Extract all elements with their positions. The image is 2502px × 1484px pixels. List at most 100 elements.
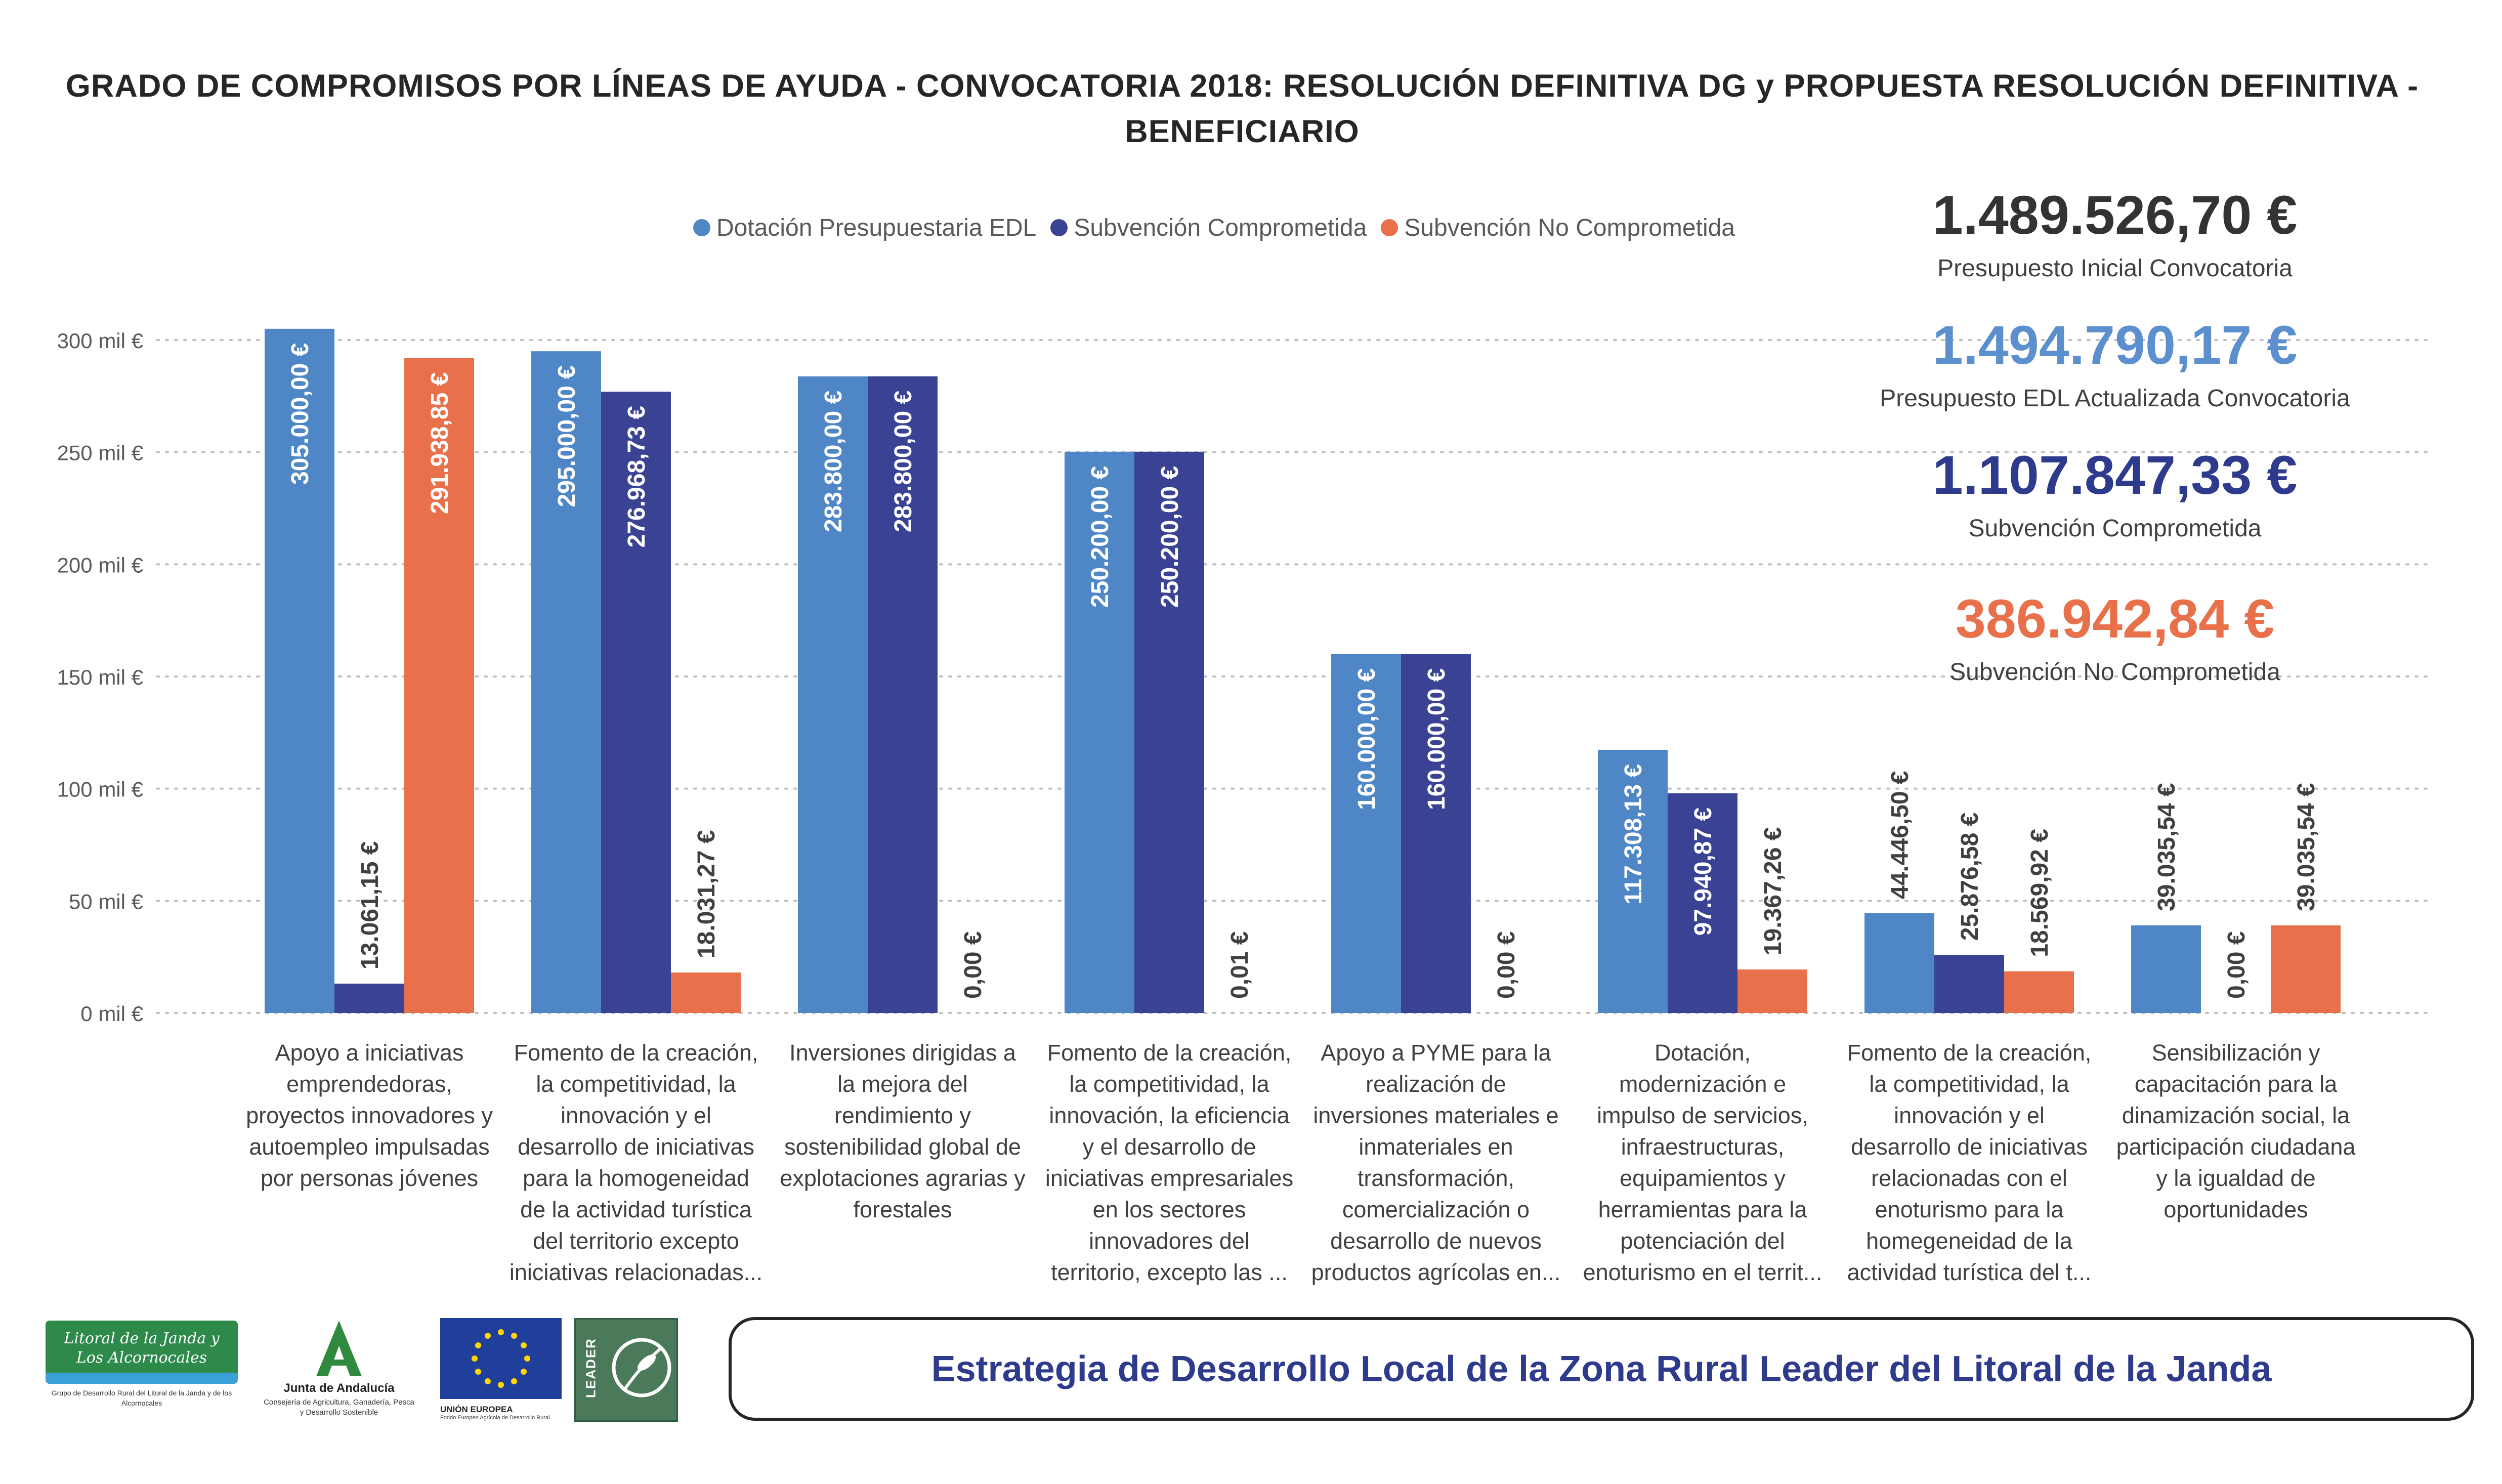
legend-item-dotacion: Dotación Presupuestaria EDL <box>693 214 1036 242</box>
summary-presupuesto-inicial: 1.489.526,70 € Presupuesto Inicial Convo… <box>1842 182 2388 285</box>
summary-value: 1.107.847,33 € <box>1932 444 2298 505</box>
category-label-line: innovadores del <box>1089 1228 1250 1254</box>
bar-chart: 0 mil € 50 mil € 100 mil € 150 mil € 200 mil… <box>57 328 2430 1026</box>
summary-value: 1.494.790,17 € <box>1932 314 2298 375</box>
eu-star-icon <box>511 1378 517 1385</box>
bar <box>1934 955 2004 1013</box>
junta-caption: Consejería de Agricultura, Ganadería, Pe… <box>264 1398 414 1417</box>
bar <box>2271 925 2341 1013</box>
category-label-line: inmateriales en <box>1359 1134 1513 1160</box>
junta-andalucia-logo: Junta de Andalucía Consejería de Agricul… <box>263 1318 415 1424</box>
summary-value: 386.942,84 € <box>1955 588 2275 649</box>
category-label-line: infraestructuras, <box>1621 1134 1785 1160</box>
junta-andalucia-icon <box>316 1321 362 1376</box>
category-label-line: Dotación, <box>1654 1040 1751 1066</box>
summary-label: Subvención No Comprometida <box>1949 659 2280 686</box>
legend-swatch-no-comprometida <box>1381 219 1398 236</box>
legend-swatch-comprometida <box>1050 219 1068 236</box>
category-label-line: por personas jóvenes <box>260 1165 479 1191</box>
data-label: 25.876,58 € <box>1957 813 1983 941</box>
data-label: 18.569,92 € <box>2026 829 2053 957</box>
footer-text: Estrategia de Desarrollo Local de la Zon… <box>931 1348 2272 1389</box>
category-label-line: relacionadas con el <box>1871 1165 2067 1191</box>
data-label: 160.000,00 € <box>1423 668 1450 810</box>
category-label-line: la competitividad, la <box>1069 1071 1269 1097</box>
summary-label: Presupuesto EDL Actualizada Convocatoria <box>1880 385 2350 412</box>
data-label: 0,00 € <box>1493 931 1520 999</box>
bar <box>1134 451 1204 1013</box>
category-label-line: Fomento de la creación, <box>1047 1040 1292 1066</box>
eu-star-icon <box>524 1355 530 1362</box>
data-label: 39.035,54 € <box>2153 783 2180 911</box>
category-label-line: Fomento de la creación, <box>1847 1040 2092 1066</box>
bar <box>868 376 938 1013</box>
y-tick-label: 200 mil € <box>57 553 143 577</box>
wave-icon <box>46 1373 238 1384</box>
category-label-line: y el desarrollo de <box>1082 1134 1256 1160</box>
category-label-line: forestales <box>853 1197 952 1222</box>
data-label: 305.000,00 € <box>287 343 314 485</box>
litoral-logo-caption: Grupo de Desarrollo Rural del Litoral de… <box>51 1389 232 1407</box>
category-label: Dotación, modernización e impulso de servi… <box>1574 1037 1832 1288</box>
category-label-line: Apoyo a PYME para la <box>1321 1040 1551 1066</box>
category-label-line: transformación, <box>1357 1165 1515 1191</box>
bar <box>531 351 601 1013</box>
category-label-line: modernización e <box>1619 1071 1787 1097</box>
summary-value: 1.489.526,70 € <box>1932 184 2298 245</box>
data-label: 18.031,27 € <box>693 830 720 958</box>
eu-caption: Fondo Europeo Agrícola de Desarrollo Rur… <box>440 1415 550 1421</box>
y-tick-label: 100 mil € <box>57 778 143 801</box>
bar <box>1401 654 1471 1013</box>
bar <box>404 358 474 1013</box>
category-label-line: herramientas para la <box>1598 1197 1807 1222</box>
category-label-line: inversiones materiales e <box>1313 1103 1559 1128</box>
bar <box>1864 913 1934 1013</box>
bar <box>334 984 404 1013</box>
summary-no-comprometida: 386.942,84 € Subvención No Comprometida <box>1842 586 2388 689</box>
litoral-logo-line2: Los Alcornocales <box>76 1349 207 1367</box>
category-label-line: la competitividad, la <box>1869 1071 2069 1097</box>
eu-star-icon <box>485 1332 491 1339</box>
category-label: Fomento de la creación, la competitividad… <box>1040 1037 1298 1288</box>
data-label: 276.968,73 € <box>623 406 650 547</box>
bar <box>601 392 671 1013</box>
category-label: Fomento de la creación, la competitividad… <box>1840 1037 2098 1288</box>
category-label-line: impulso de servicios, <box>1597 1103 1808 1128</box>
category-label-line: dinamización social, la <box>2122 1103 2350 1128</box>
category-label-line: capacitación para la <box>2134 1071 2338 1097</box>
category-label-line: de la actividad turística <box>520 1197 752 1222</box>
bar <box>265 328 334 1013</box>
category-label-line: participación ciudadana <box>2116 1134 2356 1160</box>
litoral-logo-line1: Litoral de la Janda y <box>64 1330 220 1347</box>
category-label-line: actividad turística del t... <box>1847 1259 2092 1285</box>
data-label: 0,01 € <box>1226 931 1253 999</box>
data-label: 160.000,00 € <box>1353 668 1380 810</box>
category-label-line: enoturismo para la <box>1875 1197 2064 1222</box>
category-label-line: homegeneidad de la <box>1866 1228 2072 1254</box>
leader-logo: LEADER <box>574 1318 678 1422</box>
category-label-line: la mejora del <box>837 1071 968 1097</box>
bar <box>1668 793 1737 1013</box>
category-label-line: enoturismo en el territ... <box>1583 1259 1822 1285</box>
eu-star-icon <box>485 1378 491 1385</box>
junta-name: Junta de Andalucía <box>283 1381 395 1395</box>
category-label-line: innovación, la eficiencia <box>1049 1103 1290 1128</box>
category-label-line: equipamientos y <box>1620 1165 1786 1191</box>
bar <box>2131 925 2201 1013</box>
category-label-line: y la igualdad de <box>2156 1165 2316 1191</box>
data-label: 0,00 € <box>2223 931 2250 999</box>
bar <box>798 376 868 1013</box>
eu-flag-icon <box>440 1318 562 1399</box>
category-label-line: Fomento de la creación, <box>514 1040 758 1066</box>
data-label: 283.800,00 € <box>820 391 847 532</box>
bar <box>671 972 741 1013</box>
legend-label-dotacion: Dotación Presupuestaria EDL <box>716 214 1037 241</box>
category-label-line: Inversiones dirigidas a <box>789 1040 1016 1066</box>
category-label-line: para la homogeneidad <box>523 1165 749 1191</box>
legend-item-comprometida: Subvención Comprometida <box>1050 214 1367 242</box>
eu-star-icon <box>511 1332 517 1339</box>
data-label: 19.367,26 € <box>1760 827 1787 956</box>
category-label-line: iniciativas empresariales <box>1045 1165 1294 1191</box>
eu-star-icon <box>521 1342 527 1348</box>
category-label-line: emprendedoras, <box>286 1071 452 1097</box>
